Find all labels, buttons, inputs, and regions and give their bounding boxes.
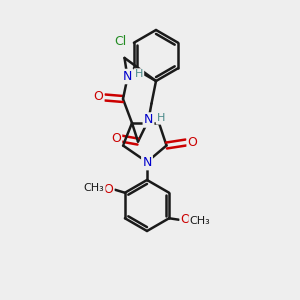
Text: H: H [157,113,165,124]
Text: N: N [144,113,153,127]
Text: O: O [103,183,113,196]
Text: N: N [123,70,132,83]
Text: Cl: Cl [114,35,127,48]
Text: O: O [111,131,121,145]
Text: CH₃: CH₃ [84,183,104,193]
Text: CH₃: CH₃ [190,216,210,226]
Text: H: H [135,69,143,80]
Text: O: O [94,90,103,104]
Text: O: O [181,213,190,226]
Text: O: O [188,136,197,149]
Text: N: N [142,156,152,169]
